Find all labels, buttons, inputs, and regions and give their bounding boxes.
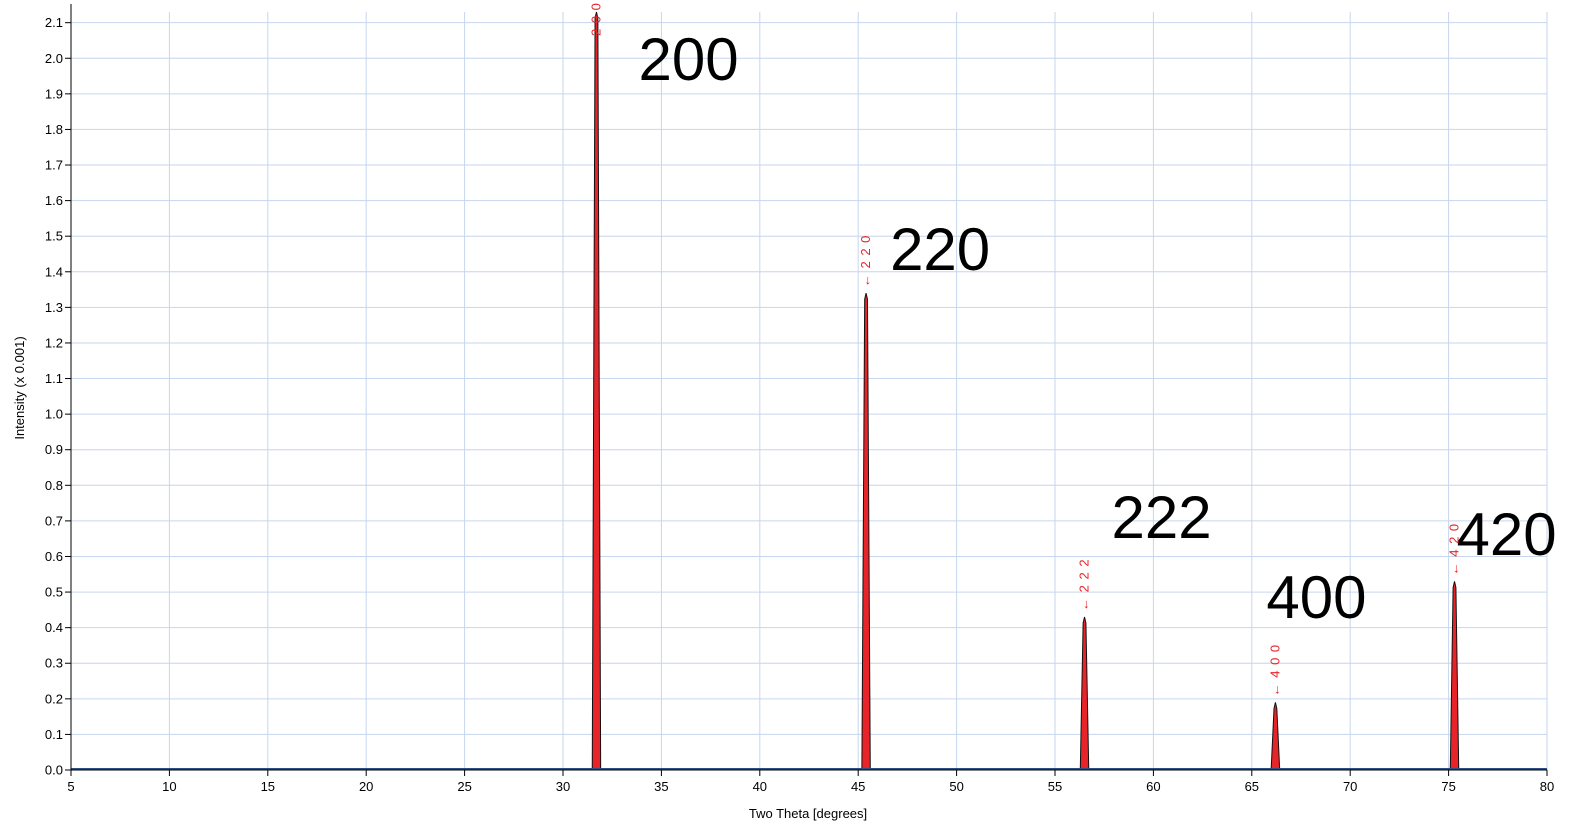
peak-annotation-400: 400 (1266, 564, 1366, 631)
y-tick-label: 2.1 (45, 15, 63, 30)
x-tick-label: 10 (162, 779, 176, 794)
peak-hkl-label-220: ← 2 2 0 (858, 235, 873, 288)
peak-hkl-label-400: ← 4 0 0 (1267, 644, 1282, 697)
x-tick-label: 65 (1245, 779, 1259, 794)
grid-lines (71, 12, 1548, 770)
peak-annotation-220: 220 (890, 216, 990, 283)
y-tick-label: 0.6 (45, 549, 63, 564)
y-tick-label: 2.0 (45, 51, 63, 66)
peak-labels: 200 2 0 0 220 ← 2 2 0 222 ← 2 2 2 400 ← 4 0 0 42… (588, 2, 1556, 696)
y-tick-label: 1.7 (45, 158, 63, 173)
peak-222 (1075, 616, 1094, 771)
y-tick-label: 1.4 (45, 264, 63, 279)
y-tick-label: 0.3 (45, 656, 63, 671)
diffraction-peaks (587, 11, 1464, 771)
y-axis-label: Intensity (x 0.001) (12, 336, 27, 439)
y-tick-label: 0.9 (45, 442, 63, 457)
x-tick-label: 40 (753, 779, 767, 794)
y-tick-label: 0.8 (45, 478, 63, 493)
y-tick-label: 1.5 (45, 229, 63, 244)
y-tick-label: 0.5 (45, 585, 63, 600)
x-tick-label: 75 (1441, 779, 1455, 794)
peak-hkl-label-200: 2 0 0 (588, 2, 603, 36)
peak-annotation-200: 200 (638, 26, 738, 93)
x-tick-label: 35 (654, 779, 668, 794)
x-tick-label: 15 (261, 779, 275, 794)
y-tick-label: 0.2 (45, 691, 63, 706)
x-axis-label: Two Theta [degrees] (749, 806, 867, 821)
y-tick-label: 0.1 (45, 727, 63, 742)
y-tick-label: 1.2 (45, 335, 63, 350)
peak-400 (1266, 702, 1285, 771)
y-tick-label: 0.4 (45, 620, 63, 635)
axes (70, 4, 1547, 771)
x-tick-label: 45 (851, 779, 865, 794)
y-tick-label: 0.0 (45, 763, 63, 778)
peak-annotation-420: 420 (1457, 501, 1557, 568)
peak-hkl-label-420: ← 4 2 0 (1447, 523, 1462, 576)
x-tick-label: 25 (457, 779, 471, 794)
y-tick-label: 1.1 (45, 371, 63, 386)
x-tick-label: 20 (359, 779, 373, 794)
x-tick-label: 50 (949, 779, 963, 794)
y-tick-label: 1.3 (45, 300, 63, 315)
y-tick-label: 0.7 (45, 513, 63, 528)
tick-labels: 0.0 0.1 0.2 0.3 0.4 0.5 0.6 0.7 0.8 0.9 1.0 1.1 1.2 1… (45, 15, 1554, 794)
y-tick-label: 1.6 (45, 193, 63, 208)
peak-annotation-222: 222 (1112, 484, 1212, 551)
peak-hkl-label-222: ← 2 2 2 (1077, 558, 1092, 611)
x-tick-label: 5 (67, 779, 74, 794)
y-tick-label: 1.0 (45, 407, 63, 422)
x-tick-label: 30 (556, 779, 570, 794)
x-tick-label: 80 (1540, 779, 1554, 794)
x-tick-label: 55 (1048, 779, 1062, 794)
x-tick-label: 60 (1146, 779, 1160, 794)
y-tick-label: 1.8 (45, 122, 63, 137)
peak-420 (1445, 581, 1464, 771)
y-tick-label: 1.9 (45, 86, 63, 101)
peak-200 (587, 11, 606, 771)
x-tick-label: 70 (1343, 779, 1357, 794)
